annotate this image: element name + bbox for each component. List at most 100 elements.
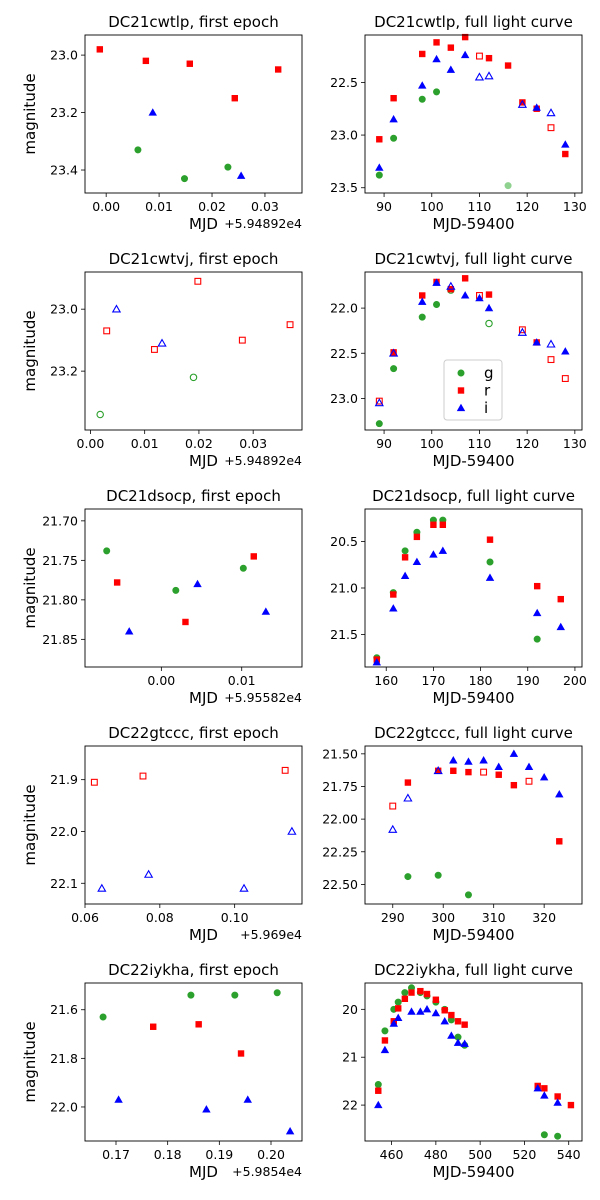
data-point-i	[431, 1008, 441, 1017]
data-point-i	[239, 883, 249, 892]
y-axis-label: magnitude	[21, 310, 39, 391]
data-point-r	[541, 1085, 548, 1092]
data-point-i	[524, 762, 534, 770]
x-tick-label: 130	[563, 199, 587, 214]
data-point-i	[532, 608, 542, 617]
data-point-r	[461, 33, 469, 41]
data-point-g	[381, 1027, 389, 1035]
legend-marker-r	[457, 387, 465, 394]
panel-title: DC21dsocp, first epoch	[106, 487, 281, 505]
data-point-r	[561, 375, 569, 382]
data-point-g	[504, 182, 512, 190]
data-point-r	[448, 1011, 455, 1019]
data-point-i	[447, 1031, 456, 1039]
data-point-i	[374, 1100, 383, 1109]
panel-5: DC21dsocp, first epoch 0.00 0.01 21.70 21.75…	[21, 487, 303, 707]
data-point-i	[517, 327, 528, 336]
data-point-i	[460, 291, 470, 299]
data-point-i	[556, 622, 565, 631]
data-point-r	[439, 521, 447, 529]
data-point-r	[504, 62, 512, 69]
data-point-r	[381, 1037, 389, 1044]
data-point-r	[423, 990, 431, 998]
data-point-i	[446, 281, 456, 290]
data-point-i	[540, 1091, 549, 1099]
panel-10: DC22iykha, full light curve 460 480 500 520 5…	[342, 961, 583, 1181]
x-tick-label: 500	[468, 1147, 492, 1162]
x-axis-label: MJD	[189, 1163, 218, 1181]
data-point-r	[562, 150, 569, 158]
legend-label-g: g	[484, 364, 494, 382]
y-tick-label: 23.2	[50, 364, 78, 379]
panel-title: DC22iykha, full light curve	[374, 961, 573, 979]
data-point-g	[533, 635, 541, 643]
data-point-g	[390, 365, 398, 373]
data-point-r	[390, 95, 397, 102]
panel-4: DC21cwtvj, full light curve 90 100 110 120 13…	[330, 250, 587, 470]
legend-marker-g	[457, 369, 465, 377]
y-tick-label: 22.1	[50, 876, 78, 891]
data-point-i	[202, 1105, 211, 1113]
data-point-g	[374, 1081, 382, 1089]
data-point-i	[449, 756, 458, 764]
data-point-i	[380, 1045, 390, 1054]
panel-title: DC22iykha, first epoch	[108, 961, 279, 979]
data-point-i	[143, 869, 154, 878]
data-point-r	[433, 39, 440, 46]
data-point-i	[374, 398, 384, 407]
data-point-r	[461, 275, 469, 282]
axes-frame	[364, 745, 583, 905]
data-point-r	[413, 533, 421, 541]
panel-8: DC22gtccc, full light curve 290 300 310 320 2…	[322, 724, 583, 944]
x-tick-label: 0.00	[147, 673, 175, 688]
panel-title: DC21cwtvj, first epoch	[109, 250, 279, 268]
x-axis-label: MJD-59400	[432, 689, 514, 707]
axes-frame	[364, 34, 583, 194]
panel-title: DC22gtccc, full light curve	[374, 724, 573, 742]
data-point-i	[389, 114, 398, 123]
data-points	[99, 989, 295, 1135]
y-tick-label: 22.5	[330, 75, 358, 90]
legend-marker-i	[456, 403, 466, 412]
data-point-r	[113, 579, 121, 586]
data-point-i	[532, 103, 541, 111]
data-point-g	[394, 998, 402, 1006]
data-point-i	[484, 71, 494, 80]
axes-frame	[364, 982, 583, 1142]
data-point-g	[418, 313, 426, 321]
data-point-i	[418, 297, 427, 305]
x-tick-label: 520	[512, 1147, 536, 1162]
data-point-r	[450, 767, 457, 775]
data-point-i	[561, 347, 570, 355]
data-point-i	[460, 1039, 469, 1047]
x-tick-label: 480	[424, 1147, 448, 1162]
panel-1: DC21cwtlp, first epoch 0.00 0.01 0.02 0.03 23…	[21, 13, 303, 233]
data-point-r	[401, 554, 409, 561]
data-point-i	[479, 756, 488, 764]
y-tick-label: 20	[342, 1002, 358, 1017]
y-tick-label: 23.4	[50, 163, 78, 178]
legend: gri	[443, 359, 503, 421]
x-tick-label: 0.02	[198, 199, 226, 214]
data-points	[96, 46, 282, 183]
x-offset-label: +5.95582e4	[224, 690, 302, 705]
x-tick-label: 460	[380, 1147, 404, 1162]
y-tick-label: 21.6	[50, 1002, 78, 1017]
y-tick-label: 23.0	[330, 128, 358, 143]
x-tick-label: 110	[468, 199, 492, 214]
data-point-g	[434, 871, 442, 879]
data-point-r	[390, 591, 397, 598]
y-tick-label: 22	[342, 1098, 358, 1113]
data-point-r	[186, 60, 193, 67]
y-axis-label: magnitude	[21, 784, 39, 865]
data-point-r	[486, 536, 494, 543]
data-point-g	[172, 586, 180, 594]
y-tick-label: 21.9	[50, 772, 78, 787]
y-tick-label: 21.0	[330, 581, 358, 596]
panel-title: DC21cwtvj, full light curve	[374, 250, 572, 268]
data-point-i	[432, 278, 441, 286]
data-point-i	[114, 1095, 123, 1103]
panel-7: DC22gtccc, first epoch 0.06 0.08 0.10 21.9 22…	[21, 724, 303, 944]
x-tick-label: 0.01	[228, 673, 256, 688]
data-point-i	[438, 546, 448, 554]
